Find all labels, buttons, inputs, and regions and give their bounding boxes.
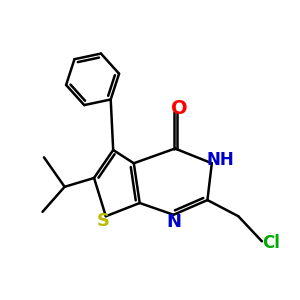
Text: Cl: Cl — [262, 234, 280, 252]
Text: O: O — [171, 99, 188, 118]
Text: NH: NH — [207, 151, 235, 169]
Text: N: N — [166, 213, 181, 231]
Text: S: S — [96, 212, 110, 230]
